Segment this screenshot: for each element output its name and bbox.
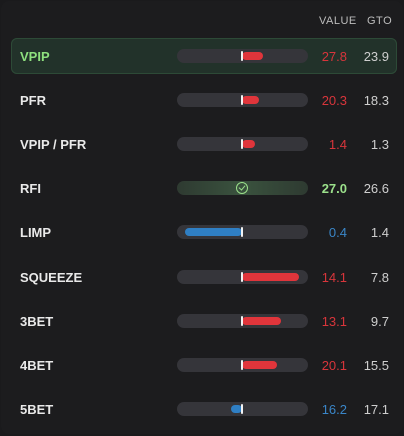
stat-row-5bet[interactable]: 5BET 16.2 17.1 — [11, 391, 397, 427]
stat-row-vpip-pfr[interactable]: VPIP / PFR 1.4 1.3 — [11, 126, 397, 162]
gto-value: 9.7 — [370, 314, 389, 329]
stat-label: SQUEEZE — [20, 270, 83, 285]
stat-value: 20.3 — [321, 93, 347, 108]
gto-value: 17.1 — [363, 402, 389, 417]
gto-value: 23.9 — [363, 49, 389, 64]
value-column-header: VALUE — [319, 15, 357, 27]
deviation-bar — [177, 358, 308, 372]
stat-value: 1.4 — [328, 137, 347, 152]
deviation-fill — [242, 361, 277, 369]
stat-value: 14.1 — [321, 270, 347, 285]
stat-row-rfi[interactable]: RFI 27.0 26.6 — [11, 170, 397, 206]
stat-label: 5BET — [20, 402, 54, 417]
stat-value: 0.4 — [328, 225, 347, 240]
gto-marker — [241, 316, 243, 326]
deviation-bar — [177, 181, 308, 195]
deviation-fill — [242, 273, 299, 281]
gto-value: 15.5 — [363, 358, 389, 373]
stat-value: 27.0 — [321, 181, 347, 196]
deviation-fill — [242, 317, 281, 325]
stat-row-vpip[interactable]: VPIP 27.8 23.9 — [11, 38, 397, 74]
gto-marker — [241, 272, 243, 282]
deviation-fill — [242, 140, 256, 148]
gto-value: 18.3 — [363, 93, 389, 108]
deviation-bar — [177, 137, 308, 151]
gto-marker — [241, 360, 243, 370]
gto-marker — [241, 95, 243, 105]
stat-label: RFI — [20, 181, 41, 196]
gto-value: 7.8 — [370, 270, 389, 285]
stat-row-squeeze[interactable]: SQUEEZE 14.1 7.8 — [11, 259, 397, 295]
stat-row-3bet[interactable]: 3BET 13.1 9.7 — [11, 303, 397, 339]
stat-label: 4BET — [20, 358, 54, 373]
stat-label: 3BET — [20, 314, 54, 329]
stat-row-limp[interactable]: LIMP 0.4 1.4 — [11, 214, 397, 250]
stat-row-4bet[interactable]: 4BET 20.1 15.5 — [11, 347, 397, 383]
deviation-fill — [185, 228, 242, 236]
deviation-fill — [242, 96, 259, 104]
stat-row-pfr[interactable]: PFR 20.3 18.3 — [11, 82, 397, 118]
deviation-bar — [177, 270, 308, 284]
gto-marker — [241, 404, 243, 414]
stat-value: 16.2 — [321, 402, 347, 417]
stat-label: VPIP — [20, 49, 50, 64]
deviation-bar — [177, 402, 308, 416]
table-header: VALUE GTO — [1, 1, 403, 39]
gto-value: 1.4 — [370, 225, 389, 240]
stat-label: VPIP / PFR — [20, 137, 87, 152]
gto-marker — [241, 227, 243, 237]
check-circle-icon — [236, 182, 248, 194]
gto-column-header: GTO — [367, 15, 393, 27]
deviation-bar — [177, 49, 308, 63]
gto-value: 1.3 — [370, 137, 389, 152]
deviation-bar — [177, 225, 308, 239]
deviation-fill — [242, 52, 263, 60]
stat-label: PFR — [20, 93, 46, 108]
stat-value: 20.1 — [321, 358, 347, 373]
stat-value: 13.1 — [321, 314, 347, 329]
gto-marker — [241, 139, 243, 149]
gto-value: 26.6 — [363, 181, 389, 196]
gto-marker — [241, 51, 243, 61]
stat-label: LIMP — [20, 225, 52, 240]
deviation-bar — [177, 93, 308, 107]
deviation-fill — [231, 405, 242, 413]
deviation-bar — [177, 314, 308, 328]
stat-value: 27.8 — [321, 49, 347, 64]
